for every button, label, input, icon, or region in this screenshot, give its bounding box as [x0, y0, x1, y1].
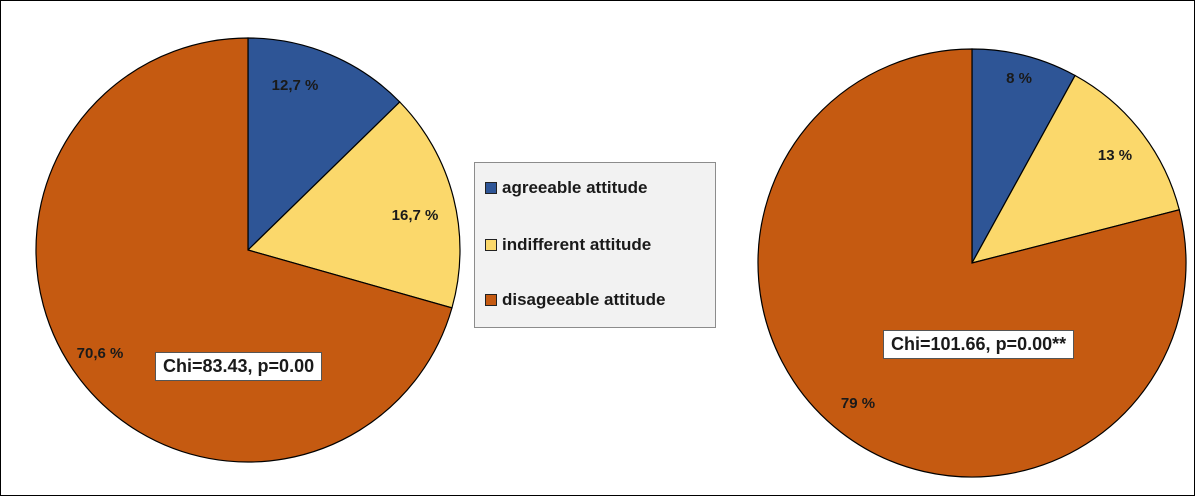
pie-1-label-disagreeable: 70,6 % [77, 345, 124, 362]
legend: agreeable attitude indifferent attitude … [474, 162, 716, 328]
legend-item-disagreeable: disageeable attitude [485, 290, 665, 310]
chi-square-annotation-right: Chi=101.66, p=0.00** [883, 330, 1075, 359]
legend-item-indifferent: indifferent attitude [485, 235, 651, 255]
chi-square-annotation-left: Chi=83.43, p=0.00 [155, 352, 323, 381]
pie-1-slice-agreeable [247, 37, 401, 252]
pie-2-label-indifferent: 13 % [1098, 147, 1132, 164]
pie-2-slice-indifferent [970, 74, 1181, 264]
legend-swatch-indifferent [485, 239, 497, 251]
pie-2-label-disagreeable: 79 % [841, 395, 875, 412]
legend-label-disagreeable: disageeable attitude [502, 290, 666, 309]
pie-1-slice-disagreeable [35, 37, 453, 463]
legend-swatch-agreeable [485, 182, 497, 194]
legend-swatch-disagreeable [485, 294, 497, 306]
pie-1-slice-indifferent [246, 101, 461, 309]
legend-item-agreeable: agreeable attitude [485, 178, 648, 198]
pie-2-slice-agreeable [971, 48, 1076, 264]
pie-1-label-indifferent: 16,7 % [392, 207, 439, 224]
legend-label-indifferent: indifferent attitude [502, 235, 652, 254]
pie-2-slice-disagreeable [757, 48, 1187, 478]
pie-1-label-agreeable: 12,7 % [272, 77, 319, 94]
legend-label-agreeable: agreeable attitude [502, 178, 648, 197]
pie-2-label-agreeable: 8 % [1006, 70, 1032, 87]
